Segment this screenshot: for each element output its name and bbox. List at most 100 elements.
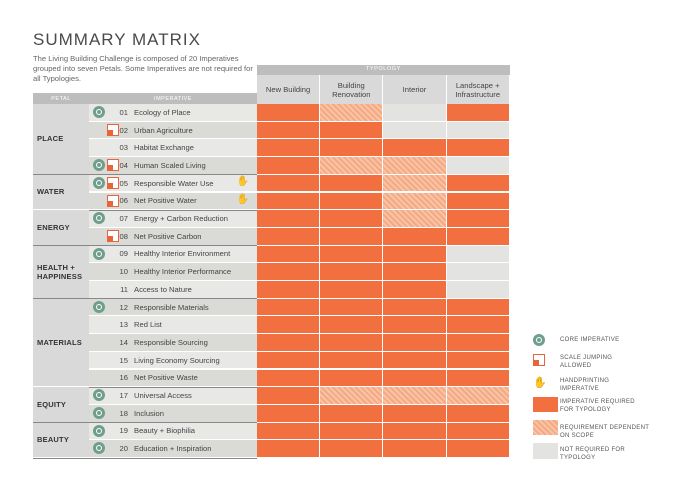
- matrix-cell: [257, 369, 321, 388]
- matrix-cell: [383, 157, 447, 175]
- scale-jumping-icon: [107, 159, 119, 172]
- core-legend-label: CORE IMPERATIVE: [560, 337, 620, 343]
- imperative-header: IMPERATIVE: [89, 93, 257, 104]
- imperative-row: 08 Net Positive Carbon: [89, 227, 257, 246]
- matrix-cell: [383, 298, 447, 317]
- matrix-cell: [446, 192, 510, 211]
- matrix-cell: [320, 404, 384, 423]
- imperative-row: 10 Healthy Interior Performance: [89, 263, 257, 281]
- scale-jumping-icon: [107, 194, 119, 207]
- scale-jumping-icon: [107, 123, 119, 136]
- nr-legend-icon: [533, 443, 558, 459]
- matrix-cell: [257, 121, 321, 140]
- matrix-cell: [446, 227, 510, 246]
- matrix-cell: [257, 210, 321, 228]
- core-imperative-icon: [93, 106, 105, 118]
- core-imperative-icon: [93, 300, 105, 313]
- matrix-cell: [320, 387, 384, 405]
- imperative-number: 12: [119, 302, 128, 312]
- typology-header: TYPOLOGY: [257, 65, 510, 75]
- matrix-cell: [446, 174, 510, 193]
- petal-divider: [33, 457, 257, 459]
- matrix-cell: [320, 316, 384, 335]
- matrix-cell: [320, 369, 384, 388]
- matrix-cell: [446, 351, 510, 370]
- matrix-cell: [257, 139, 321, 158]
- matrix-cell: [383, 281, 447, 299]
- imperative-name: Responsible Materials: [134, 302, 209, 312]
- matrix-cell: [257, 422, 321, 441]
- hand-legend-label: HANDPRINTING IMPERATIVE: [560, 378, 610, 392]
- imperative-name: Net Positive Water: [134, 196, 197, 206]
- matrix-cell: [320, 281, 384, 299]
- matrix-cell: [446, 422, 510, 441]
- imperative-name: Education + Inspiration: [134, 444, 212, 454]
- imperative-number: 07: [119, 214, 128, 224]
- imperative-row: 14 Responsible Sourcing: [89, 334, 257, 352]
- dep-legend-icon: [533, 420, 558, 435]
- imperative-number: 18: [119, 408, 128, 418]
- imperative-name: Urban Agriculture: [134, 125, 193, 135]
- imperative-number: 16: [119, 373, 128, 383]
- imperative-name: Universal Access: [134, 391, 192, 401]
- imperative-row: 18 Inclusion: [89, 404, 257, 423]
- petal-header: PETAL: [33, 93, 89, 104]
- matrix-cell: [383, 316, 447, 335]
- matrix-cell: [383, 422, 447, 441]
- imperative-name: Ecology of Place: [134, 107, 191, 117]
- imperative-row: 13 Red List: [89, 316, 257, 335]
- matrix-cell: [320, 440, 384, 458]
- req-legend-label: IMPERATIVE REQUIRED FOR TYPOLOGY: [560, 399, 635, 413]
- matrix-cell: [257, 227, 321, 246]
- imperative-number: 15: [119, 355, 128, 365]
- imperative-number: 20: [119, 444, 128, 454]
- matrix-cell: [257, 192, 321, 211]
- petal-label: MATERIALS: [33, 298, 89, 388]
- matrix-cell: [383, 404, 447, 423]
- scale-legend-label: SCALE JUMPING ALLOWED: [560, 355, 613, 369]
- core-imperative-icon: [93, 424, 105, 437]
- imperative-name: Responsible Water Use: [134, 178, 214, 188]
- matrix-cell: [383, 227, 447, 246]
- core-imperative-icon: [93, 176, 105, 189]
- matrix-cell: [320, 227, 384, 246]
- imperative-name: Living Economy Sourcing: [134, 355, 220, 365]
- matrix-cell: [446, 139, 510, 158]
- nr-legend-label: NOT REQUIRED FOR TYPOLOGY: [560, 447, 626, 461]
- imperative-row: 11 Access to Nature: [89, 281, 257, 299]
- imperative-number: 05: [119, 178, 128, 188]
- matrix-cell: [446, 157, 510, 175]
- core-imperative-icon: [93, 212, 105, 225]
- handprinting-icon: ✋: [236, 175, 249, 187]
- petal-label: PLACE: [33, 104, 89, 175]
- imperative-name: Beauty + Biophilia: [134, 426, 196, 436]
- matrix-cell: [446, 369, 510, 388]
- hand-legend-icon: ✋: [533, 377, 547, 389]
- matrix-cell: [383, 387, 447, 405]
- column-header: Building Renovation: [320, 75, 384, 104]
- imperative-row: 06 Net Positive Water ✋: [89, 192, 257, 211]
- core-imperative-icon: [93, 247, 105, 260]
- matrix-cell: [446, 121, 510, 140]
- imperative-name: Net Positive Carbon: [134, 231, 202, 241]
- petal-divider: [33, 298, 257, 300]
- petal-label: BEAUTY: [33, 422, 89, 458]
- imperative-row: 03 Habitat Exchange: [89, 139, 257, 158]
- matrix-cell: [383, 440, 447, 458]
- matrix-cell: [257, 351, 321, 370]
- matrix-cell: [257, 104, 321, 122]
- imperative-name: Net Positive Waste: [134, 373, 198, 383]
- matrix-cell: [383, 351, 447, 370]
- matrix-cell: [320, 351, 384, 370]
- matrix-cell: [320, 263, 384, 281]
- imperative-name: Healthy Interior Environment: [134, 249, 231, 259]
- matrix-cell: [446, 404, 510, 423]
- imperative-number: 08: [119, 231, 128, 241]
- intro-text: The Living Building Challenge is compose…: [33, 54, 253, 83]
- matrix-cell: [320, 210, 384, 228]
- matrix-cell: [257, 387, 321, 405]
- matrix-cell: [446, 387, 510, 405]
- imperative-row: 19 Beauty + Biophilia: [89, 422, 257, 441]
- matrix-cell: [257, 245, 321, 264]
- imperative-name: Responsible Sourcing: [134, 337, 208, 347]
